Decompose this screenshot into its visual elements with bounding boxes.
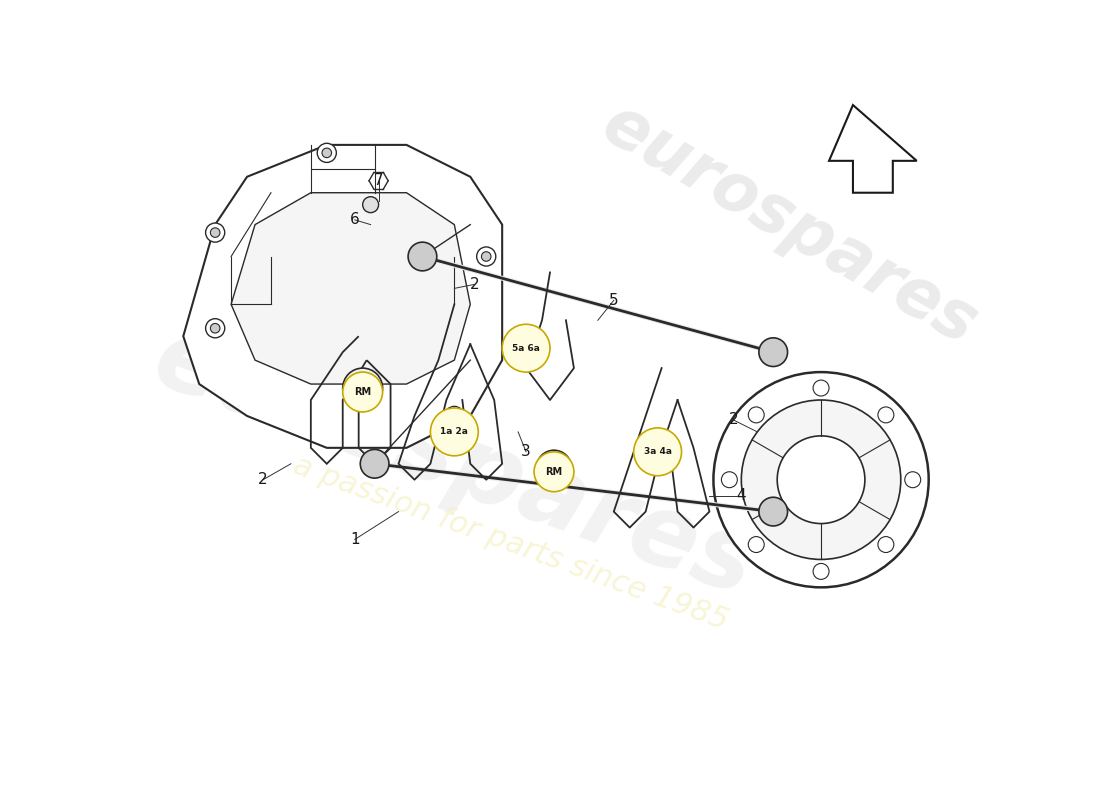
Circle shape	[813, 563, 829, 579]
Circle shape	[343, 372, 383, 412]
Text: RM: RM	[354, 387, 371, 397]
Circle shape	[210, 228, 220, 238]
Text: 5a 6a: 5a 6a	[513, 344, 540, 353]
Circle shape	[206, 223, 224, 242]
Circle shape	[317, 143, 337, 162]
Circle shape	[905, 472, 921, 488]
Text: 3: 3	[521, 444, 531, 459]
Circle shape	[722, 472, 737, 488]
Circle shape	[537, 450, 572, 486]
Text: 1: 1	[350, 532, 360, 547]
Circle shape	[741, 400, 901, 559]
Circle shape	[535, 452, 574, 492]
Circle shape	[361, 450, 389, 478]
Text: 2: 2	[258, 472, 267, 487]
Circle shape	[748, 537, 764, 553]
Text: 3a 4a: 3a 4a	[644, 447, 672, 456]
Circle shape	[503, 324, 550, 372]
Circle shape	[210, 323, 220, 333]
Circle shape	[759, 498, 788, 526]
Circle shape	[748, 407, 764, 423]
Circle shape	[759, 338, 788, 366]
Text: 6: 6	[350, 212, 360, 227]
Circle shape	[450, 411, 459, 421]
Circle shape	[444, 406, 464, 426]
Text: 5: 5	[609, 293, 618, 308]
Circle shape	[363, 197, 378, 213]
Circle shape	[482, 252, 491, 262]
Circle shape	[714, 372, 928, 587]
Text: eurospares: eurospares	[591, 90, 988, 358]
Circle shape	[878, 407, 894, 423]
Circle shape	[343, 368, 383, 408]
Circle shape	[408, 242, 437, 271]
Circle shape	[634, 428, 682, 476]
Text: eurospares: eurospares	[141, 310, 768, 618]
Circle shape	[430, 408, 478, 456]
Circle shape	[322, 148, 331, 158]
Circle shape	[778, 436, 865, 523]
Text: 2: 2	[470, 277, 480, 292]
Circle shape	[878, 537, 894, 553]
Polygon shape	[829, 105, 916, 193]
Polygon shape	[546, 466, 563, 478]
Text: 7: 7	[374, 174, 384, 188]
Polygon shape	[231, 193, 471, 384]
Circle shape	[206, 318, 224, 338]
Circle shape	[813, 380, 829, 396]
Circle shape	[476, 247, 496, 266]
Polygon shape	[184, 145, 503, 448]
Text: 2: 2	[728, 413, 738, 427]
Text: a passion for parts since 1985: a passion for parts since 1985	[288, 451, 732, 636]
Text: RM: RM	[546, 466, 562, 477]
Text: 4: 4	[737, 488, 746, 503]
Text: 1a 2a: 1a 2a	[440, 427, 469, 436]
